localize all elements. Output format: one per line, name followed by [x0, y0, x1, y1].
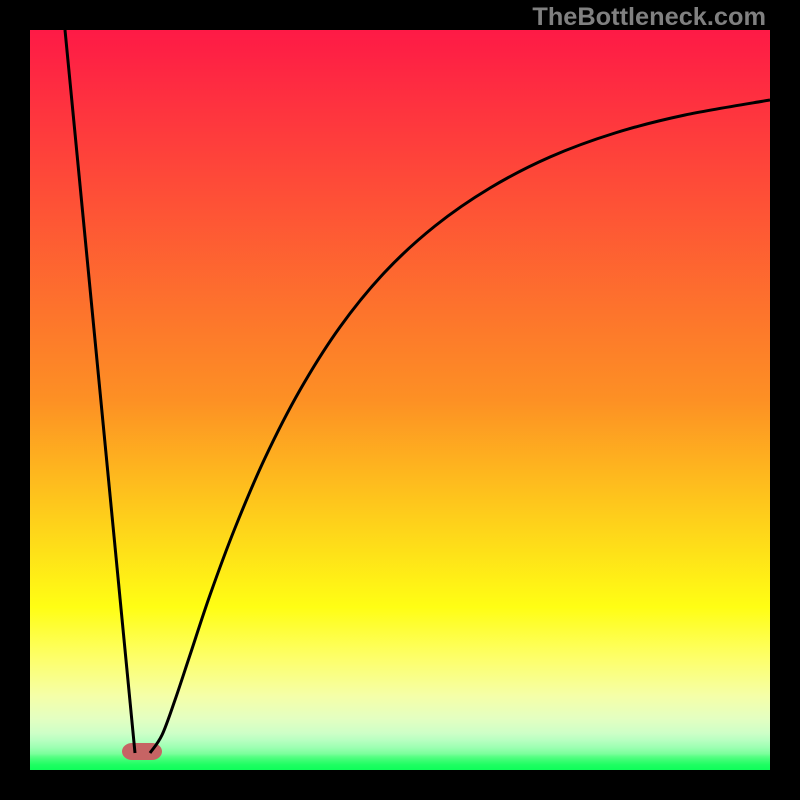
- curve-layer: [30, 30, 770, 770]
- curve-left-segment: [65, 30, 135, 753]
- plot-area: [30, 30, 770, 770]
- watermark-text: TheBottleneck.com: [532, 3, 766, 32]
- chart-container: TheBottleneck.com: [0, 0, 800, 800]
- curve-right-segment: [150, 100, 770, 753]
